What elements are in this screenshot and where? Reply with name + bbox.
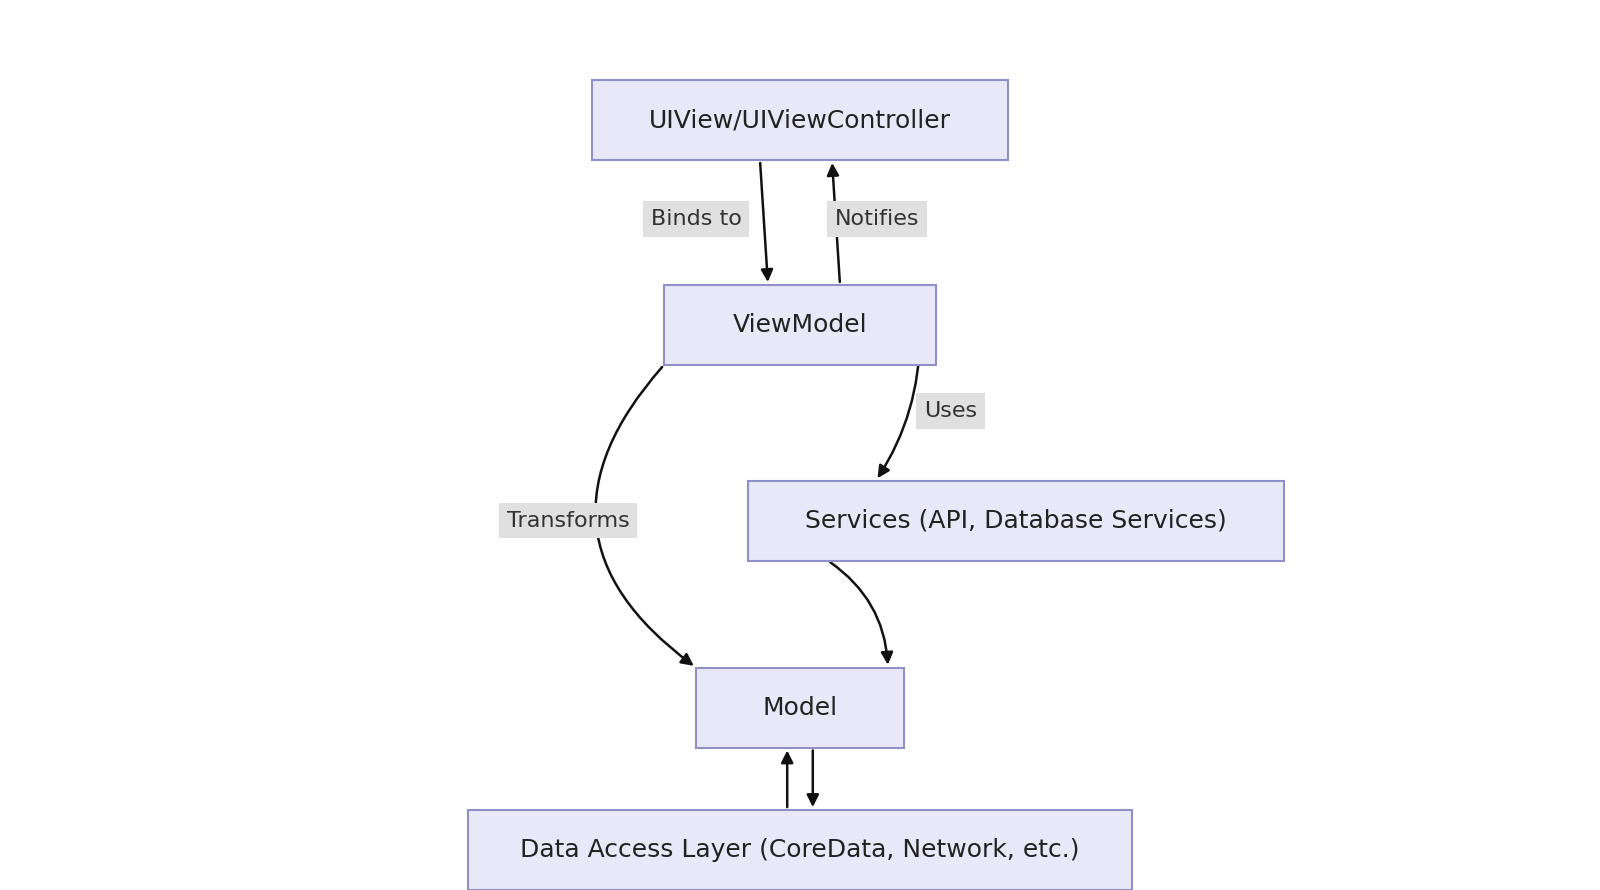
Text: Transforms: Transforms [507, 511, 629, 530]
Text: ViewModel: ViewModel [733, 313, 867, 336]
Text: Model: Model [763, 696, 837, 719]
FancyBboxPatch shape [696, 668, 904, 748]
FancyBboxPatch shape [749, 481, 1283, 561]
FancyBboxPatch shape [467, 810, 1133, 890]
Text: Data Access Layer (CoreData, Network, etc.): Data Access Layer (CoreData, Network, et… [520, 838, 1080, 862]
Text: Uses: Uses [923, 401, 978, 421]
Text: Services (API, Database Services): Services (API, Database Services) [805, 509, 1227, 532]
Text: Binds to: Binds to [651, 209, 741, 229]
Text: Notifies: Notifies [835, 209, 918, 229]
FancyBboxPatch shape [664, 285, 936, 365]
FancyBboxPatch shape [592, 80, 1008, 160]
Text: UIView/UIViewController: UIView/UIViewController [650, 109, 950, 132]
